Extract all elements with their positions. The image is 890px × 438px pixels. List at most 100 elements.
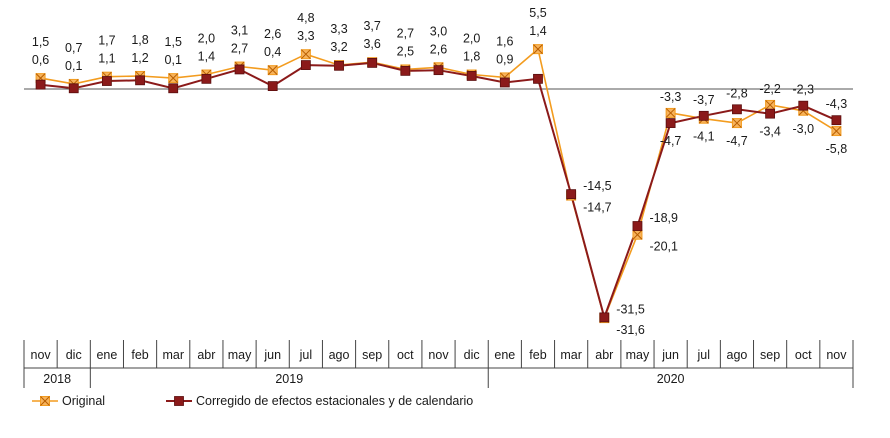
data-label: -2,2 [759,82,781,96]
data-label: 3,7 [363,19,380,33]
x-tick-label: mar [162,348,184,362]
x-tick-label: abr [595,348,613,362]
x-tick-label: oct [397,348,414,362]
data-label: 1,6 [496,34,513,48]
data-label: -2,3 [792,83,814,97]
x-tick-label: jun [661,348,679,362]
data-label: 1,4 [198,50,215,64]
x-tick-label: sep [362,348,382,362]
data-label: 2,7 [397,26,414,40]
corrected-marker [732,104,742,115]
data-label: -5,8 [826,142,848,156]
original-marker-cross [301,49,311,60]
data-label: 1,5 [32,35,49,49]
corrected-marker [499,77,510,88]
corrected-marker [334,60,344,71]
data-label: 1,8 [463,50,480,64]
data-label-layer: 1,5 0,6 0,7 0,1 1,7 1,1 1,8 1,2 1,5 0,1 2,0 1,4 3,1 2… [32,6,847,337]
original-marker-cross [732,118,742,128]
year-label: 2020 [657,372,685,386]
year-label: 2018 [43,372,71,386]
data-label: -2,8 [726,86,748,100]
axis-layer: nov dic ene feb mar abr may jun jul ago sep oct nov d… [23,88,854,388]
corrected-marker [698,110,709,121]
x-tick-label: may [228,348,252,362]
corrected-marker [267,81,278,91]
x-tick-label: feb [529,348,546,362]
original-marker-cross [533,44,543,54]
data-label: 4,8 [297,11,314,25]
x-tick-label: jul [697,348,711,362]
corrected-series-line [40,61,837,321]
x-tick-label: jun [263,348,281,362]
original-marker-cross [831,126,842,136]
data-label: -31,5 [616,302,645,316]
original-marker-cross [632,229,643,240]
corrected-marker [433,65,444,76]
data-label: -20,1 [649,240,678,254]
data-label: -31,6 [616,323,645,337]
data-label: -4,1 [693,130,715,144]
corrected-marker [533,73,543,84]
data-label: -3,4 [759,125,781,139]
original-marker-cross [168,73,179,83]
x-tick-label: oct [795,348,812,362]
data-label: -4,3 [826,97,848,111]
data-label: 3,0 [430,24,447,38]
original-marker-cross [765,100,775,110]
data-label: 3,3 [297,29,314,43]
year-label: 2019 [275,372,303,386]
x-tick-label: ago [329,348,350,362]
corrected-marker [234,64,245,75]
original-marker-cross [267,65,278,76]
x-tick-label: feb [131,348,148,362]
data-label: 0,9 [496,52,513,66]
data-label: 0,4 [264,45,281,59]
x-tick-label: dic [66,348,82,362]
data-label: 2,6 [264,27,281,41]
data-label: -18,9 [649,211,678,225]
x-tick-label: ene [96,348,117,362]
x-tick-label: nov [826,348,847,362]
x-tick-label: nov [31,348,52,362]
original-marker-cross [40,396,50,406]
corrected-marker [632,221,643,231]
data-label: 1,5 [165,35,182,49]
x-tick-label: mar [560,348,582,362]
data-label: 1,2 [131,51,148,65]
x-tick-label: jul [299,348,313,362]
data-label: -4,7 [660,134,682,148]
x-tick-label: abr [197,348,215,362]
data-label: -3,3 [660,90,682,104]
data-label: 3,3 [330,22,347,36]
data-label: 2,6 [430,42,447,56]
data-label: 5,5 [529,6,546,20]
corrected-marker [35,79,46,90]
data-label: 0,1 [65,59,82,73]
data-label: 3,6 [363,37,380,51]
corrected-marker [68,83,79,94]
data-label: -3,0 [792,122,814,136]
original-marker-cross [665,108,676,118]
x-tick-label: ene [494,348,515,362]
x-tick-label: nov [428,348,449,362]
corrected-marker [300,60,311,70]
corrected-marker [367,58,378,68]
corrected-marker [798,100,809,111]
data-label: 0,7 [65,41,82,55]
corrected-marker [168,83,179,94]
data-label: 3,1 [231,24,248,38]
corrected-marker [599,312,610,323]
data-label: -14,7 [583,201,612,215]
legend-corrected-label: Corregido de efectos estacionales y de c… [196,394,473,408]
legend-original-label: Original [62,394,105,408]
corrected-marker [174,396,184,406]
x-tick-label: sep [760,348,780,362]
data-label: 2,5 [397,44,414,58]
legend: Original Corregido de efectos estacionale… [32,394,473,408]
data-label: 2,0 [463,32,480,46]
corrected-marker [765,108,775,119]
data-label: 2,7 [231,42,248,56]
corrected-marker [831,115,842,126]
